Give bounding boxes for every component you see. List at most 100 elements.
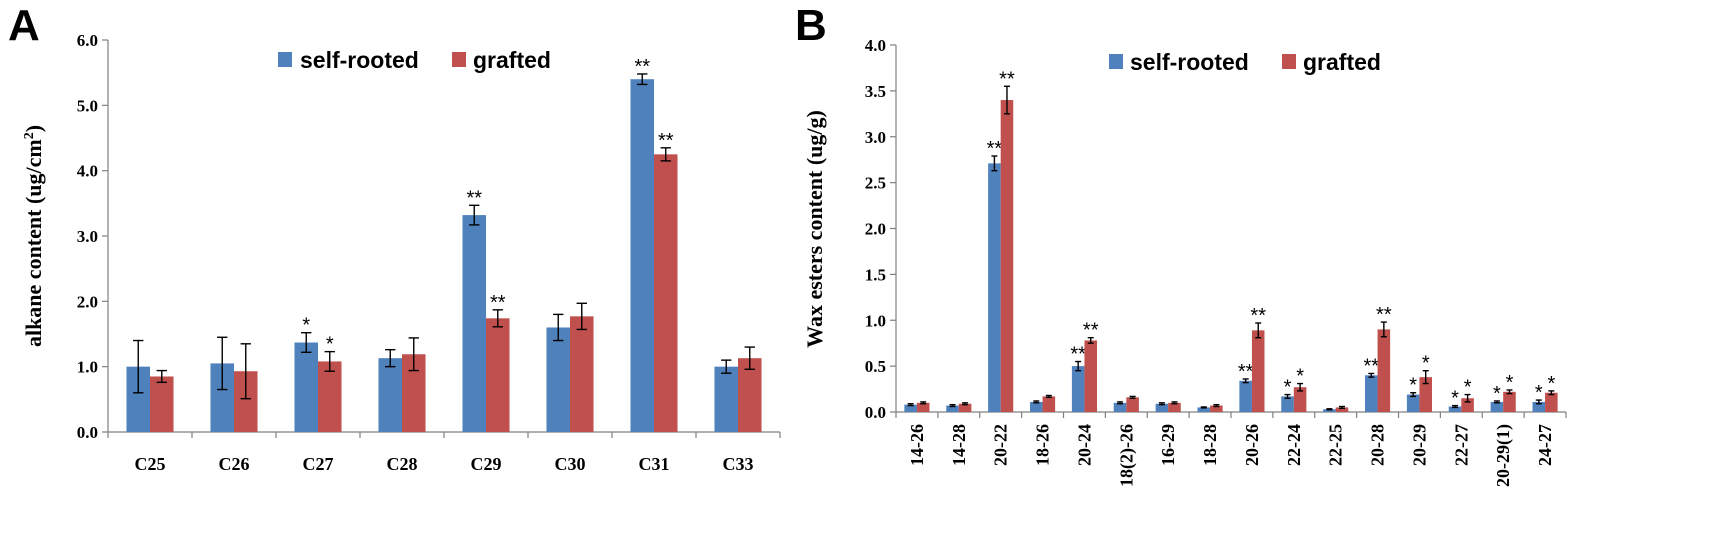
panel-b-bar-grafted — [1335, 407, 1349, 412]
panel-a-error-bar — [217, 336, 228, 391]
legend-a-self-rooted-swatch — [278, 52, 292, 67]
panel-b-bar-self-rooted — [946, 405, 959, 412]
panel-b-bar-grafted — [1126, 397, 1139, 412]
panel-b-significance-mark: * — [1464, 377, 1472, 399]
legend-a-grafted-swatch — [452, 52, 466, 67]
panel-b-bar-self-rooted — [1197, 407, 1211, 412]
panel-a-significance-mark: ** — [634, 56, 650, 78]
panel-a-y-tick-label: 5.0 — [77, 96, 98, 115]
panel-a-error-bar — [553, 313, 564, 342]
panel-b-significance-mark: ** — [1376, 304, 1392, 326]
panel-b-y-tick-label: 2.5 — [865, 174, 886, 193]
panel-b-legend: self-rooted grafted — [1109, 49, 1381, 75]
panel-b-bar-self-rooted — [1365, 375, 1378, 412]
panel-b-bar-self-rooted — [1532, 401, 1546, 412]
panel-b-bar-self-rooted — [1448, 406, 1462, 412]
panel-b-category-label: 14-26 — [907, 424, 927, 466]
panel-a-y-tick-label: 2.0 — [77, 292, 98, 311]
panel-a-error-bar — [324, 350, 335, 372]
panel-a-category-label: C25 — [135, 454, 166, 474]
panel-a-y-tick-label: 4.0 — [77, 162, 98, 181]
panel-b-significance-mark: ** — [1238, 361, 1254, 383]
panel-b-y-tick-label: 2.0 — [865, 220, 886, 239]
panel-a-bar-grafted — [570, 316, 594, 432]
panel-b-significance-mark: * — [1506, 372, 1514, 394]
panel-a-bar-self-rooted — [126, 366, 150, 432]
legend-b-self-rooted-swatch — [1109, 54, 1123, 69]
panel-b-error-bar — [949, 403, 956, 408]
panel-b-category-label: 20-22 — [991, 424, 1011, 466]
panel-b-error-bar — [1535, 399, 1542, 405]
panel-b-error-bar — [1087, 336, 1094, 344]
panel-b-letter: B — [795, 1, 827, 50]
panel-a-plot: 0.0 1.0 2.0 3.0 4.0 5.0 6.0 C25 C26 C27 C28 C29 C30 C… — [77, 31, 781, 474]
panel-b-error-bar — [1171, 401, 1178, 405]
panel-b-plot: 0.0 0.5 1.0 1.5 2.0 2.5 3.0 3.5 4.0 14-26 14-28 20-… — [865, 36, 1567, 487]
panel-b-error-bar — [1033, 400, 1040, 404]
panel-a-bar-grafted — [654, 154, 678, 433]
panel-b-significance-mark: * — [1547, 373, 1555, 395]
panel-b-bar-self-rooted — [1323, 409, 1336, 412]
panel-b-category-label: 20-29(1) — [1493, 424, 1514, 487]
panel-b-error-bar — [1493, 400, 1500, 404]
legend-a-self-rooted-label: self-rooted — [300, 47, 419, 73]
panel-b-bar-grafted — [1251, 330, 1265, 412]
panel-b-error-bar — [1506, 389, 1513, 395]
panel-b-significance-mark: ** — [1083, 320, 1099, 342]
panel-b-significance-mark: * — [1493, 383, 1501, 405]
panel-a-category-label: C28 — [387, 454, 418, 474]
panel-a-significance-mark: * — [326, 334, 334, 356]
panel-b-bar-grafted — [1545, 392, 1558, 412]
panel-b-bar-grafted — [1084, 340, 1097, 412]
panel-b-category-label: 20-24 — [1074, 424, 1094, 466]
panel-a-legend: self-rooted grafted — [278, 47, 551, 73]
panel-b-error-bar — [1368, 372, 1375, 378]
panel-b-significance-mark: * — [1422, 353, 1430, 375]
panel-a-y-tick-label: 1.0 — [77, 358, 98, 377]
panel-b-category-label: 20-28 — [1368, 424, 1388, 466]
panel-b-error-bar — [1338, 405, 1345, 410]
panel-b-error-bar — [1410, 392, 1417, 398]
panel-b-y-tick-label: 1.0 — [865, 311, 886, 330]
panel-b-significance-mark: * — [1409, 375, 1417, 397]
panel-b-bar-grafted — [1377, 329, 1391, 412]
panel-a-error-bar — [744, 346, 755, 370]
legend-b-grafted-swatch — [1282, 54, 1296, 69]
panel-b-significance-mark: ** — [1070, 344, 1086, 366]
panel-a-significance-mark: ** — [466, 187, 482, 209]
panel-b-category-label: 22-24 — [1284, 424, 1304, 466]
panel-a-significance-mark: ** — [658, 130, 674, 152]
legend-b-self-rooted-label: self-rooted — [1130, 49, 1249, 75]
panel-b-bar-grafted — [1293, 387, 1307, 412]
panel-b-bar-grafted — [1419, 377, 1432, 412]
panel-a-bar-grafted — [318, 361, 342, 432]
panel-a-category-label: C31 — [639, 454, 670, 474]
panel-b-error-bar — [1255, 322, 1262, 339]
panel-b-bar-self-rooted — [1071, 366, 1085, 412]
panel-b-error-bar — [1548, 390, 1555, 396]
panel-b-error-bar — [1129, 395, 1136, 399]
panel-a-significance-mark: * — [302, 315, 310, 337]
panel-b-bar-grafted — [1461, 398, 1474, 412]
panel-a-bar-self-rooted — [210, 363, 234, 432]
panel-a-error-bar — [637, 73, 648, 86]
panel-a-error-bar — [133, 339, 144, 394]
panel-b-significance-mark: * — [1296, 366, 1304, 388]
panel-b-y-tick-label: 1.5 — [865, 265, 886, 284]
panel-a-bar-grafted — [234, 371, 258, 432]
panel-a-error-bar — [492, 309, 503, 328]
panel-a-error-bar — [721, 359, 732, 374]
panel-b-error-bar — [991, 155, 998, 172]
panel-a-bar-self-rooted — [462, 215, 486, 432]
panel-a-bar-self-rooted — [630, 79, 654, 432]
panel-b-bar-self-rooted — [1155, 403, 1169, 412]
panel-b-category-label: 24-27 — [1535, 424, 1555, 466]
panel-b-category-label: 18(2)-26 — [1116, 424, 1137, 487]
panel-a-error-bar — [469, 204, 480, 226]
panel-a-y-tick-label: 0.0 — [77, 423, 98, 442]
panel-b-error-bar — [1158, 402, 1165, 406]
panel-b-error-bar — [1464, 393, 1471, 403]
panel-b-bar-grafted — [1000, 100, 1014, 413]
panel-b-bar-self-rooted — [1030, 401, 1043, 412]
panel-b-bar-grafted — [916, 402, 930, 412]
